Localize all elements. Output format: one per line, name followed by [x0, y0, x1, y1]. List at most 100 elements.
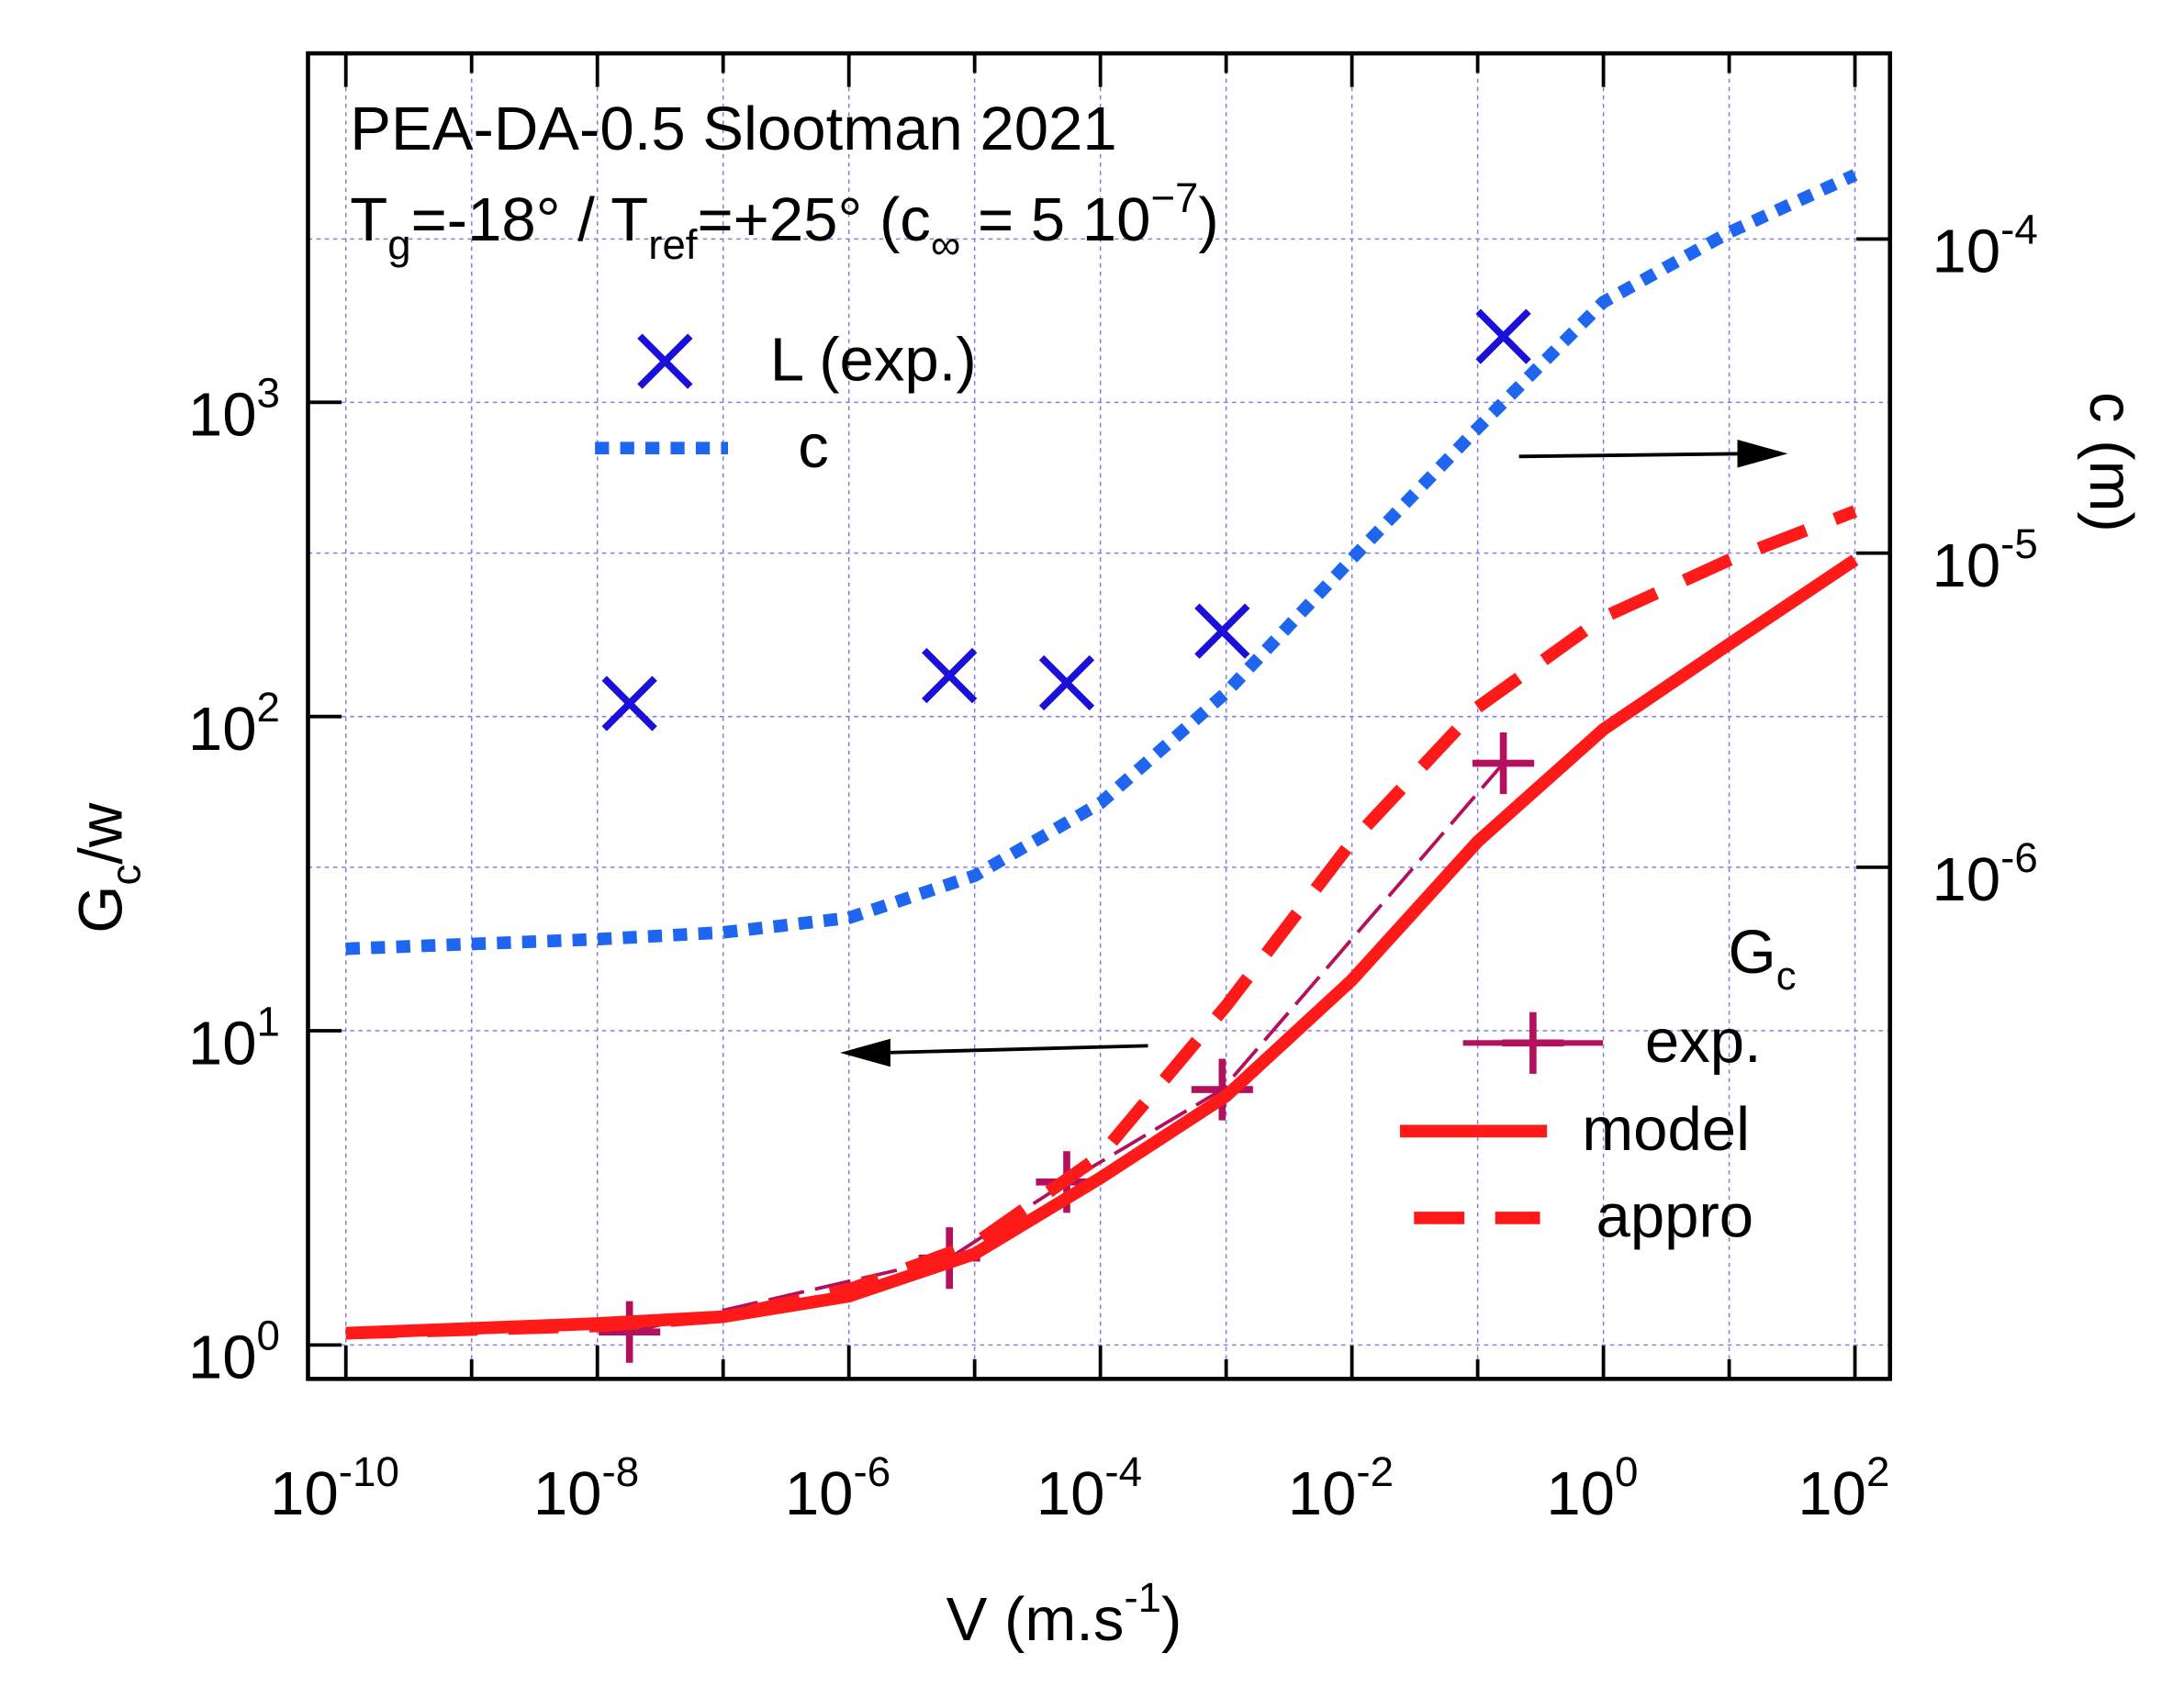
tick-base: 10	[188, 380, 257, 449]
tick-exponent: -5	[2000, 520, 2038, 567]
tick-base: 10	[188, 1323, 257, 1391]
subscript: ∞	[931, 221, 961, 268]
plot-frame	[306, 50, 1893, 1381]
plus-marker	[1502, 1011, 1564, 1074]
cross-marker	[1038, 654, 1095, 711]
marker-stroke	[601, 676, 657, 732]
legend-heading: Gc	[1729, 917, 1797, 998]
subscript: c	[102, 865, 149, 886]
tick-base: 10	[188, 695, 257, 764]
labels: 10-10 10-8 10-6 10-4 10-2 100 1021001011021031…	[66, 95, 2145, 1654]
tick-label: 10-4	[1932, 206, 2038, 285]
plus-marker	[1191, 1058, 1253, 1121]
tick-exponent: 0	[257, 1312, 280, 1358]
text-run: G	[66, 886, 135, 933]
tick-label: 102	[188, 684, 280, 764]
plus-marker	[1473, 732, 1535, 795]
cross-marker	[1475, 308, 1531, 364]
arrow-left	[840, 1038, 1148, 1067]
cross-marker	[601, 676, 657, 732]
arrow-shaft	[1518, 452, 1743, 459]
tick-exponent: 2	[1866, 1448, 1889, 1495]
legend-label: L (exp.)	[770, 325, 977, 394]
text-run: )	[1161, 1585, 1182, 1654]
cross-marker	[637, 333, 693, 389]
text-run: )	[1198, 185, 1218, 254]
tick-base: 10	[1932, 531, 2001, 600]
marker-stroke	[1038, 654, 1095, 711]
tick-label: 101	[188, 998, 280, 1078]
arrow-right	[1518, 440, 1788, 468]
tick-label: 10-6	[1932, 834, 2038, 914]
marker-stroke	[637, 333, 693, 389]
legend-label: appro	[1596, 1182, 1754, 1251]
legend: L (exp.) c exp. model appro	[595, 325, 1762, 1251]
tick-exponent: 1	[257, 998, 280, 1045]
tick-label: 103	[188, 369, 280, 449]
text-run: c (m)	[2077, 392, 2145, 532]
tick-label: 10-10	[270, 1448, 399, 1528]
series-line	[345, 169, 1858, 955]
marker-stroke	[922, 647, 978, 704]
tick-label: 10-4	[1036, 1448, 1142, 1528]
tick-base: 10	[1932, 845, 2001, 914]
tick-base: 10	[188, 1009, 257, 1078]
arrow-head	[840, 1038, 890, 1067]
chart-title: PEA-DA-0.5 Slootman 2021	[350, 95, 1116, 163]
text-run: =-18° / T	[411, 185, 649, 254]
tick-exponent: 2	[257, 684, 280, 731]
tick-base: 10	[785, 1459, 854, 1528]
tick-exponent: -6	[853, 1448, 890, 1495]
subscript: c	[1776, 954, 1797, 998]
plus-marker	[599, 1301, 661, 1363]
tick-label: 102	[1798, 1448, 1889, 1528]
text-run: T	[350, 185, 387, 254]
series-line	[345, 505, 1858, 1340]
text-run: /w	[66, 802, 135, 865]
tick-exponent: 3	[257, 369, 280, 416]
tick-label: 10-2	[1288, 1448, 1394, 1528]
tick-exponent: -6	[2000, 834, 2038, 881]
tick-exponent: -4	[1104, 1448, 1142, 1495]
tick-label: 100	[1546, 1448, 1638, 1528]
text-run: = 5 10	[960, 185, 1150, 254]
x-axis-label: V (m.s-1)	[946, 1574, 1182, 1654]
tick-label: 10-6	[785, 1448, 890, 1528]
marker-stroke	[1475, 308, 1531, 364]
arrow-shaft	[881, 1044, 1148, 1055]
tick-exponent: -2	[1356, 1448, 1394, 1495]
tick-base: 10	[1798, 1459, 1866, 1528]
cross-marker	[1194, 603, 1250, 659]
tick-exponent: 0	[1615, 1448, 1638, 1495]
tick-base: 10	[1546, 1459, 1615, 1528]
tick-base: 10	[533, 1459, 602, 1528]
cross-marker	[922, 647, 978, 704]
superscript: -1	[1124, 1574, 1161, 1621]
tick-label: 10-8	[533, 1448, 639, 1528]
text-run: V (m.s	[946, 1585, 1125, 1654]
legend-label: exp.	[1645, 1007, 1762, 1076]
marker-stroke	[1194, 603, 1250, 659]
arrow-head	[1737, 440, 1788, 468]
text-run: G	[1729, 917, 1776, 986]
chart-subtitle: Tg=-18° / Tref=+25° (c∞ = 5 10−7)	[350, 174, 1218, 268]
tick-exponent: -10	[339, 1448, 399, 1495]
tick-base: 10	[1932, 217, 2001, 285]
tick-exponent: -4	[2000, 206, 2038, 252]
tick-base: 10	[1036, 1459, 1105, 1528]
grid	[308, 53, 1890, 1380]
subscript: g	[387, 221, 410, 268]
subscript: ref	[648, 221, 698, 268]
tick-exponent: -8	[601, 1448, 639, 1495]
y-axis-label: Gc/w	[66, 802, 149, 933]
tick-label: 100	[188, 1312, 280, 1391]
series-line	[629, 762, 1506, 1335]
y2-axis-label: c (m)	[2077, 392, 2145, 532]
legend-label: model	[1582, 1095, 1750, 1164]
tick-base: 10	[1288, 1459, 1357, 1528]
legend-label: c	[798, 412, 829, 481]
tick-label: 10-5	[1932, 520, 2038, 600]
superscript: −7	[1150, 174, 1198, 221]
